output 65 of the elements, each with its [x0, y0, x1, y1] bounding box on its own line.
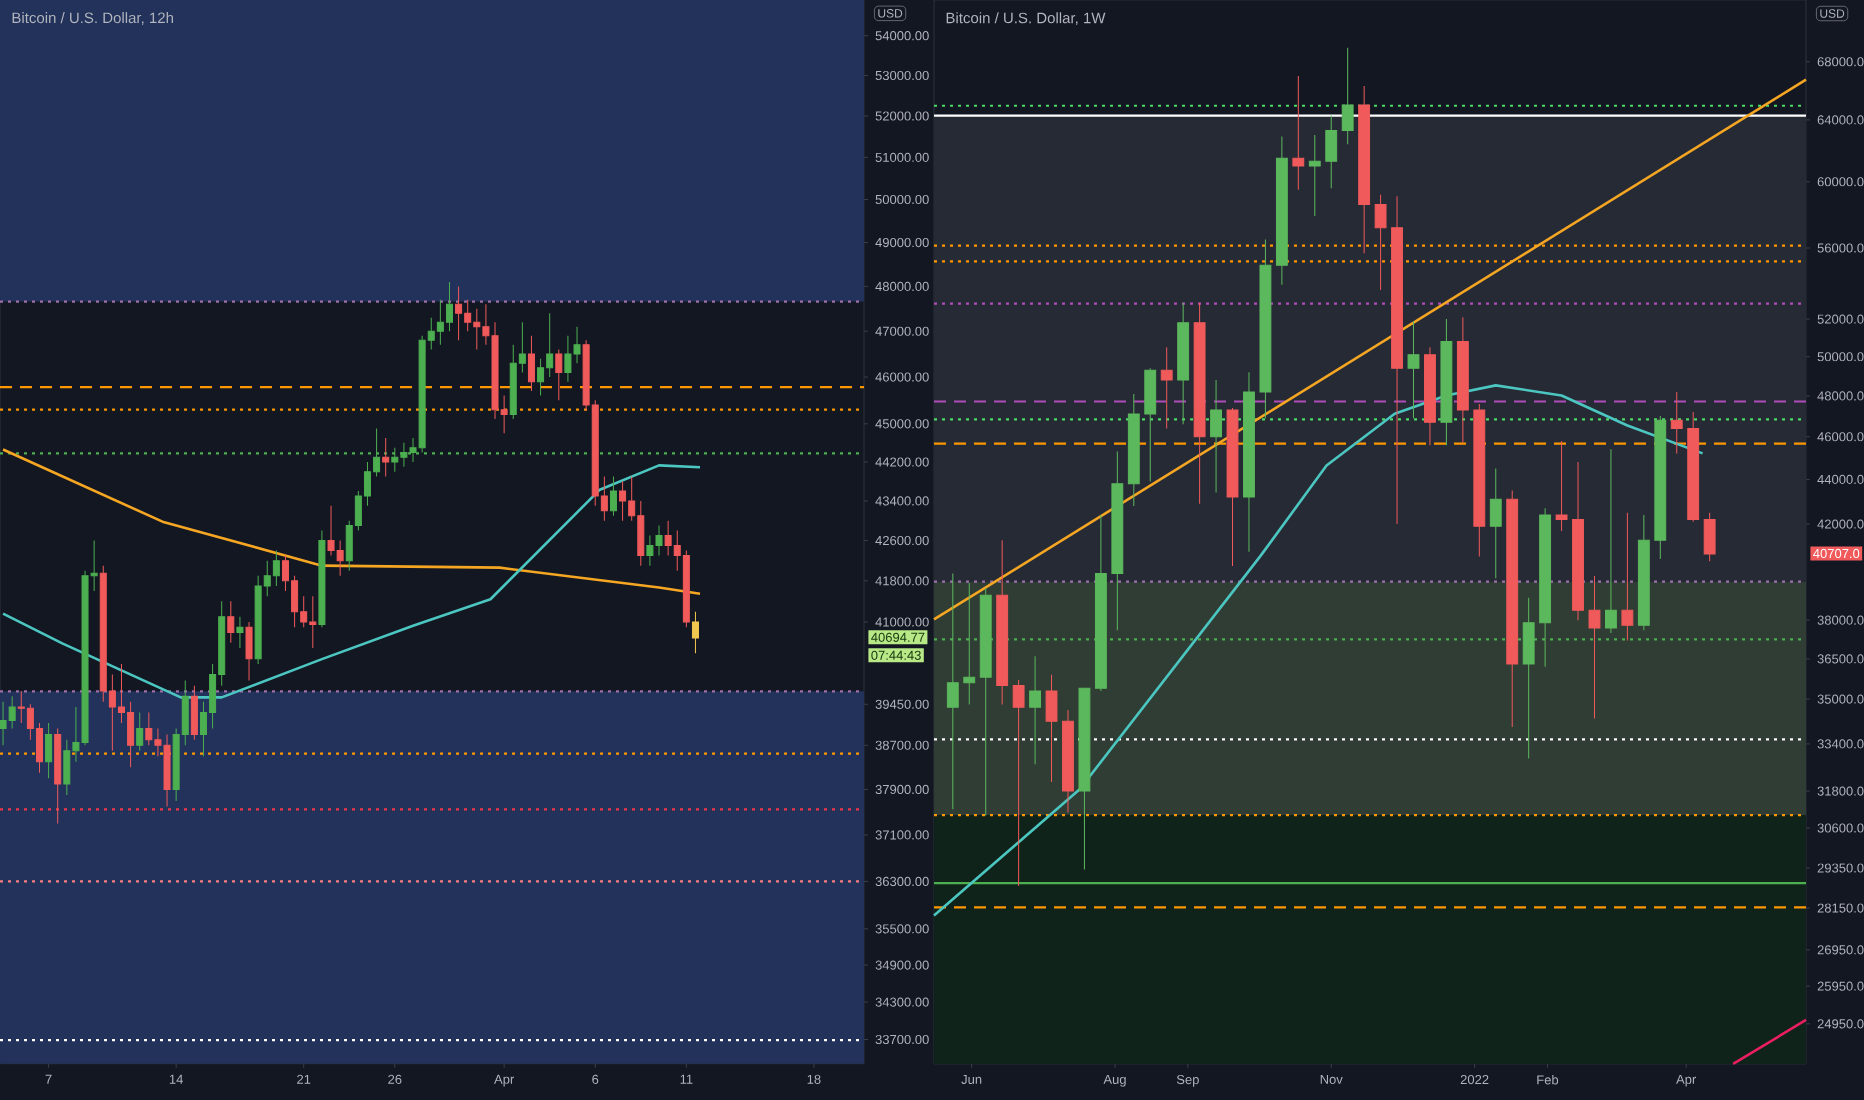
candlestick [527, 335, 535, 392]
candlestick [1045, 674, 1058, 783]
candlestick [1374, 194, 1387, 291]
candlestick [1062, 709, 1074, 813]
candlestick [45, 722, 53, 779]
candlestick [1703, 512, 1716, 562]
candlestick [963, 582, 976, 706]
candlestick [691, 611, 699, 654]
candlestick [1670, 391, 1683, 455]
candlestick [1358, 85, 1371, 254]
candlestick [1177, 302, 1190, 425]
candlestick [1391, 195, 1403, 525]
candlestick [946, 573, 959, 810]
candlestick [1160, 346, 1173, 429]
candlestick [1605, 448, 1617, 634]
candlestick [619, 480, 627, 522]
candlestick [1506, 489, 1519, 728]
candlestick [1308, 134, 1321, 217]
candlestick [1637, 514, 1650, 631]
candlestick [609, 476, 617, 517]
candlestick [1456, 316, 1469, 444]
candlestick [227, 600, 235, 644]
candlestick [1259, 238, 1272, 419]
candlestick [1078, 687, 1091, 871]
candlestick [318, 530, 326, 628]
line-series [932, 384, 1704, 917]
candlestick [190, 685, 198, 741]
candlestick [1193, 302, 1206, 505]
candlestick [1424, 346, 1436, 446]
candlestick [1127, 393, 1140, 507]
candlestick [1094, 514, 1107, 692]
candlestick [1243, 371, 1255, 553]
candlestick [136, 711, 144, 752]
candlestick [979, 587, 992, 817]
candlestick [1210, 379, 1222, 494]
candlestick [1588, 575, 1601, 720]
candlestick [1029, 655, 1042, 765]
candlestick [455, 285, 463, 341]
candlestick [1572, 461, 1584, 621]
candlestick [1489, 468, 1502, 579]
candlestick [1012, 679, 1025, 887]
candlestick [555, 348, 563, 401]
candlestick [1275, 136, 1288, 286]
candlestick [1325, 114, 1338, 189]
candlestick [1226, 407, 1239, 567]
line-series [1, 464, 702, 699]
candlestick [1555, 440, 1568, 532]
candlestick [1111, 450, 1124, 631]
line-series [1, 448, 702, 595]
candlestick [236, 616, 244, 649]
candlestick [1292, 75, 1305, 191]
candlestick [382, 437, 390, 478]
candlestick [996, 539, 1009, 706]
candlestick [1687, 411, 1700, 523]
candlestick [1440, 318, 1453, 446]
candlestick [1144, 367, 1157, 483]
candlestick [1654, 415, 1667, 560]
candlestick [1341, 47, 1354, 145]
candlestick [1539, 507, 1552, 668]
candlestick [1621, 512, 1634, 642]
candlestick [1473, 403, 1486, 558]
candlestick [245, 621, 253, 681]
candlestick [1407, 320, 1420, 419]
candlestick [54, 728, 62, 825]
candlestick [1522, 597, 1535, 759]
